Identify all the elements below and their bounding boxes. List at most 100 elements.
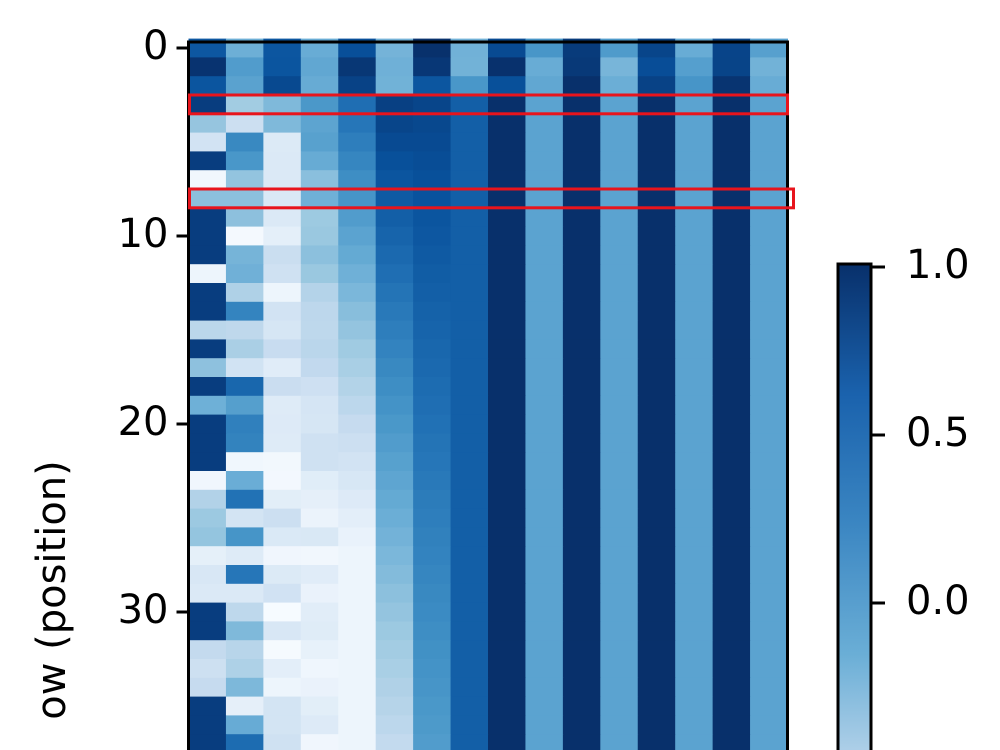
heatmap-cell [300, 245, 339, 265]
heatmap-cell [675, 696, 714, 716]
heatmap-cell [675, 264, 714, 284]
heatmap-cell [675, 207, 714, 228]
heatmap-cell [188, 734, 227, 750]
heatmap-cell [375, 189, 414, 209]
heatmap-cell [637, 621, 676, 641]
heatmap-cell [338, 226, 377, 246]
heatmap-cell [225, 301, 264, 322]
heatmap-cell [413, 132, 452, 152]
heatmap-cell [263, 471, 302, 491]
heatmap-cell [338, 358, 377, 378]
heatmap-cell [600, 527, 639, 547]
heatmap-cell [338, 677, 377, 698]
heatmap-cell [562, 640, 601, 660]
heatmap-cell [375, 395, 414, 416]
heatmap-cell [562, 245, 601, 265]
heatmap-cell [712, 170, 751, 190]
heatmap-cell [675, 527, 714, 547]
heatmap-cell [712, 471, 751, 491]
heatmap-cell [413, 602, 452, 622]
heatmap-cell [188, 57, 227, 77]
heatmap-cell [675, 602, 714, 622]
heatmap-cell [637, 264, 676, 284]
heatmap-cell [413, 207, 452, 228]
heatmap-cell [338, 659, 377, 679]
heatmap-cell [375, 76, 414, 96]
heatmap-cell [450, 57, 489, 77]
heatmap-cell [637, 57, 676, 77]
heatmap-cell [338, 283, 377, 303]
heatmap-cell [750, 132, 788, 152]
heatmap-cell [750, 57, 788, 77]
heatmap-cell [525, 602, 564, 622]
heatmap-cell [300, 715, 339, 735]
heatmap-cell [712, 207, 751, 228]
heatmap-cell [375, 320, 414, 340]
heatmap-cell [263, 489, 302, 510]
heatmap-cell [675, 57, 714, 77]
heatmap-cell [188, 189, 227, 209]
heatmap-cell [637, 452, 676, 472]
heatmap-cell [525, 226, 564, 246]
heatmap-cell [300, 471, 339, 491]
heatmap-cell [300, 339, 339, 359]
heatmap-cell [263, 226, 302, 246]
heatmap-cell [750, 301, 788, 322]
heatmap-cell [338, 113, 377, 134]
heatmap-cell [488, 583, 526, 604]
colorbar-tick-label: 0.5 [906, 410, 970, 456]
heatmap-cell [525, 170, 564, 190]
heatmap-cell [413, 414, 452, 434]
heatmap-cell [188, 358, 227, 378]
heatmap-cell [225, 113, 264, 134]
heatmap-cell [450, 377, 489, 397]
heatmap-cell [225, 696, 264, 716]
heatmap-cell [188, 602, 227, 622]
heatmap-cell [600, 452, 639, 472]
heatmap-cell [338, 452, 377, 472]
heatmap-cell [637, 546, 676, 566]
heatmap-cell [188, 113, 227, 134]
heatmap-cell [637, 659, 676, 679]
heatmap-cell [263, 583, 302, 604]
heatmap-cell [263, 76, 302, 96]
heatmap-cell [225, 170, 264, 190]
heatmap-cell [525, 433, 564, 453]
heatmap-cell [675, 489, 714, 510]
heatmap-cell [300, 414, 339, 434]
heatmap-cell [712, 677, 751, 698]
heatmap-cell [750, 245, 788, 265]
heatmap-cell [488, 602, 526, 622]
heatmap-cell [750, 471, 788, 491]
heatmap-cell [413, 640, 452, 660]
heatmap-cell [637, 358, 676, 378]
heatmap-cell [300, 283, 339, 303]
heatmap-cell [525, 583, 564, 604]
heatmap-cell [375, 621, 414, 641]
heatmap-cell [188, 489, 227, 510]
heatmap-cell [675, 339, 714, 359]
heatmap-cell [712, 358, 751, 378]
heatmap-cell [750, 565, 788, 585]
heatmap-cell [600, 696, 639, 716]
heatmap-cell [750, 640, 788, 660]
heatmap-cell [413, 151, 452, 171]
heatmap-cell [263, 57, 302, 77]
heatmap-cell [375, 358, 414, 378]
heatmap-cell [338, 715, 377, 735]
heatmap-cell [675, 358, 714, 378]
heatmap-cell [225, 226, 264, 246]
heatmap-cell [413, 508, 452, 528]
heatmap-cell [712, 527, 751, 547]
heatmap-cell [375, 113, 414, 134]
heatmap-cell [637, 471, 676, 491]
heatmap-cell [562, 715, 601, 735]
heatmap-cell [375, 226, 414, 246]
heatmap-cell [225, 565, 264, 585]
heatmap-cell [450, 734, 489, 750]
heatmap-cell [300, 696, 339, 716]
heatmap-cell [712, 583, 751, 604]
heatmap-cell [750, 226, 788, 246]
heatmap-cell [488, 696, 526, 716]
heatmap-cell [300, 508, 339, 528]
